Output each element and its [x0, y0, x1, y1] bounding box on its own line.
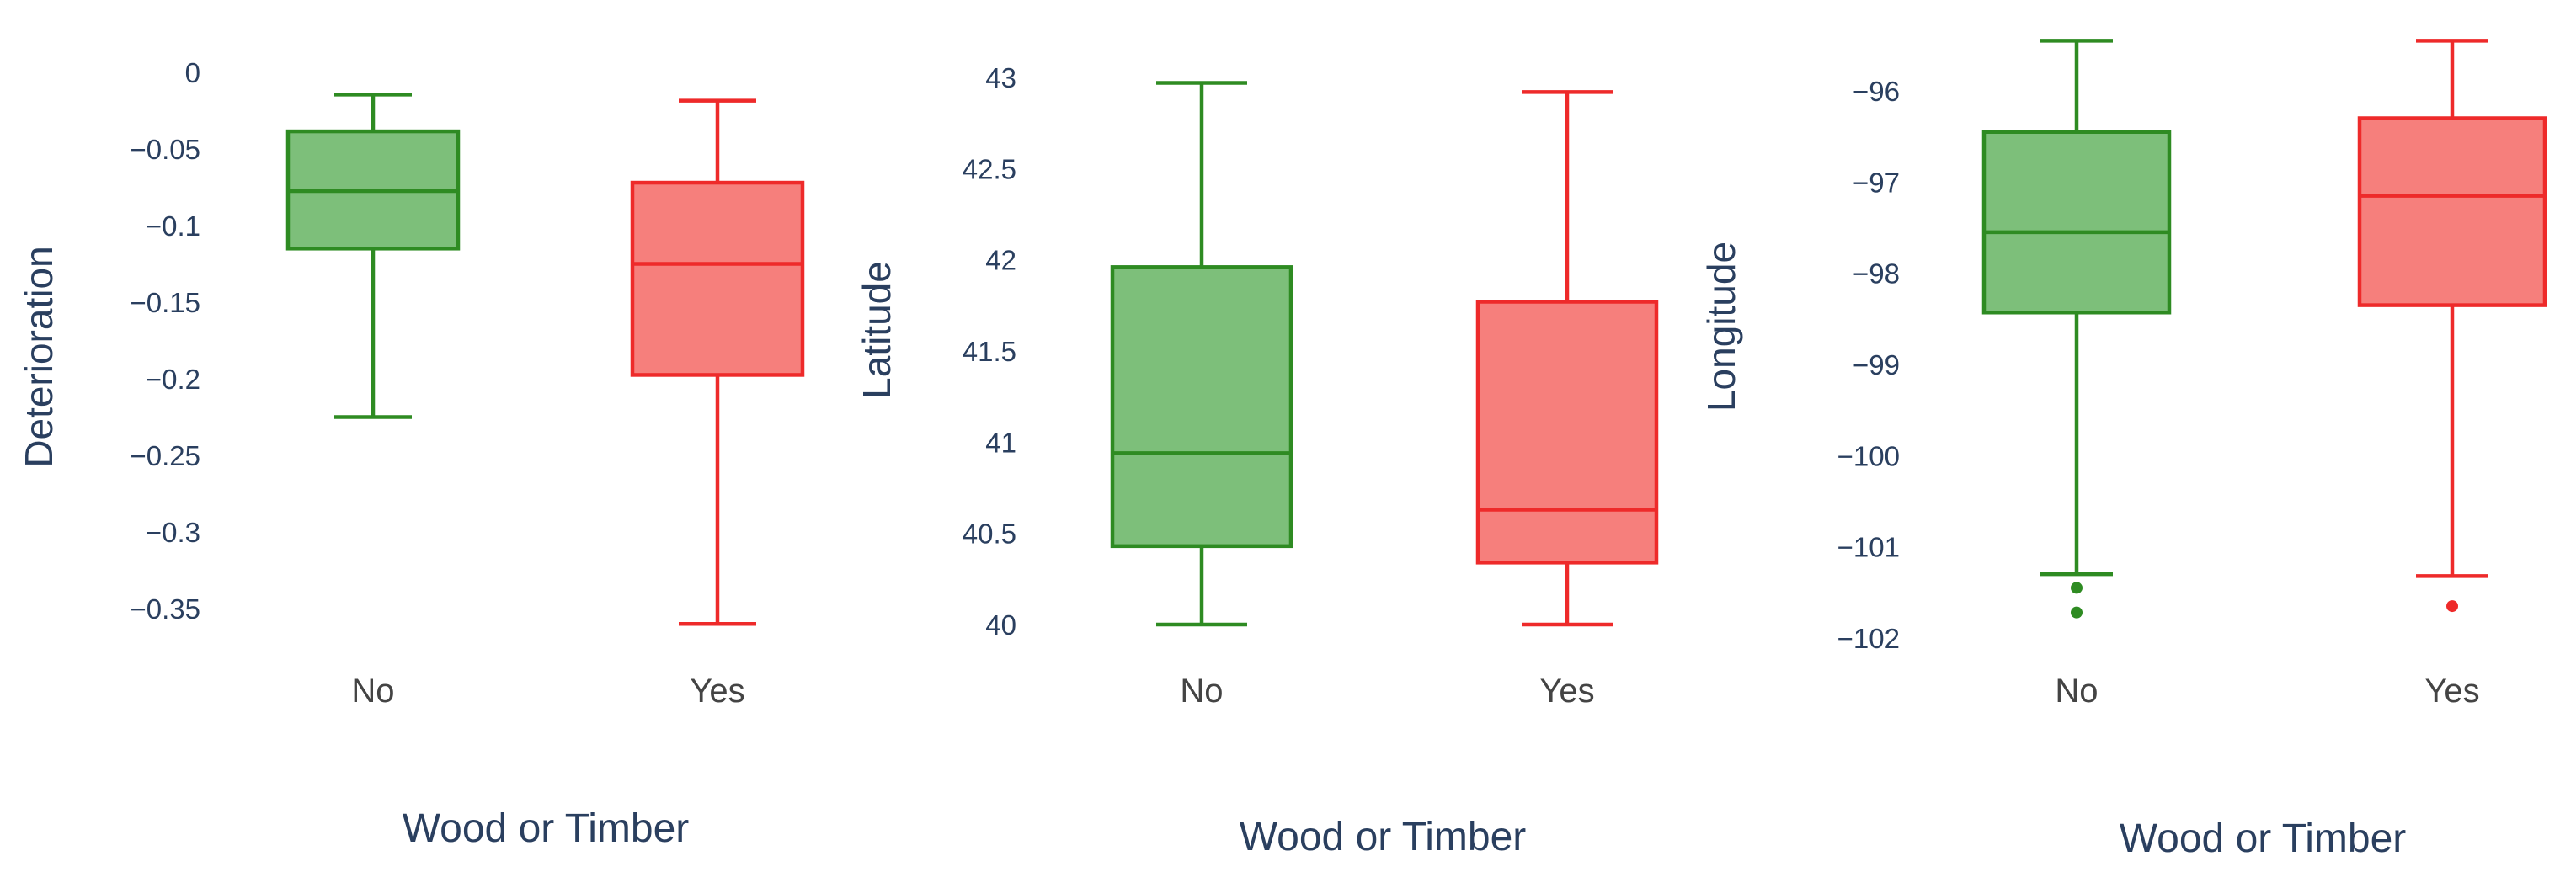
y-tick-label: 41.5 — [963, 336, 1016, 367]
x-category-label: Yes — [2424, 673, 2479, 710]
x-category-label: Yes — [1539, 673, 1594, 710]
y-tick-label: −98 — [1853, 258, 1900, 290]
y-tick-label: 41 — [985, 427, 1016, 458]
y-tick-label: −99 — [1853, 349, 1900, 380]
y-tick-label: −0.3 — [146, 517, 200, 548]
y-axis-title: Deterioration — [17, 246, 61, 467]
panel-2-latitude: 43 42.5 42 41.5 41 40.5 40 Latitude Wood or Timb… — [855, 62, 1659, 859]
outlier-point — [2071, 606, 2083, 619]
box-yes — [630, 98, 805, 626]
y-tick-label: −96 — [1853, 76, 1900, 107]
y-tick-label: −100 — [1837, 440, 1900, 471]
y-tick-label: −0.1 — [146, 210, 200, 242]
box-no — [1981, 39, 2172, 619]
box-yes — [1475, 90, 1659, 627]
y-tick-label: 40 — [985, 609, 1016, 641]
panel-1-deterioration: 0 −0.05 −0.1 −0.15 −0.2 −0.25 −0.3 −0.35 Deterio… — [17, 57, 805, 851]
iqr-box — [1475, 300, 1659, 565]
x-axis-title: Wood or Timber — [2120, 816, 2407, 861]
y-axis-title: Latitude — [855, 261, 899, 399]
x-axis-title: Wood or Timber — [403, 806, 690, 851]
box-yes — [2357, 39, 2547, 613]
y-tick-label: 42 — [985, 245, 1016, 276]
x-axis-title: Wood or Timber — [1240, 815, 1527, 859]
outlier-point — [2071, 582, 2083, 594]
y-axis-title: Longitude — [1699, 242, 1743, 412]
y-tick-label: −97 — [1853, 167, 1900, 198]
y-tick-label: 42.5 — [963, 153, 1016, 184]
box-no — [1110, 81, 1293, 627]
panel-3-longitude: −96 −97 −98 −99 −100 −101 −102 Longitude Wood or… — [1699, 39, 2547, 861]
y-tick-label: −0.05 — [131, 134, 201, 165]
iqr-box — [1981, 130, 2172, 315]
y-tick-label: 0 — [185, 57, 200, 88]
y-tick-label: −0.25 — [131, 440, 201, 471]
outlier-point — [2446, 600, 2458, 613]
iqr-box — [630, 180, 805, 377]
x-category-label: No — [2055, 673, 2098, 710]
y-tick-label: −0.2 — [146, 364, 200, 395]
y-tick-label: 43 — [985, 62, 1016, 93]
y-tick-label: −102 — [1837, 623, 1900, 654]
box-no — [285, 93, 461, 419]
y-tick-label: −101 — [1837, 532, 1900, 563]
y-tick-label: −0.15 — [131, 287, 201, 318]
x-category-label: No — [1180, 673, 1223, 710]
y-tick-label: 40.5 — [963, 518, 1016, 550]
iqr-box — [1110, 265, 1293, 549]
x-category-label: No — [351, 673, 394, 710]
iqr-box — [2357, 116, 2547, 307]
x-category-label: Yes — [690, 673, 744, 710]
y-tick-label: −0.35 — [131, 593, 201, 625]
